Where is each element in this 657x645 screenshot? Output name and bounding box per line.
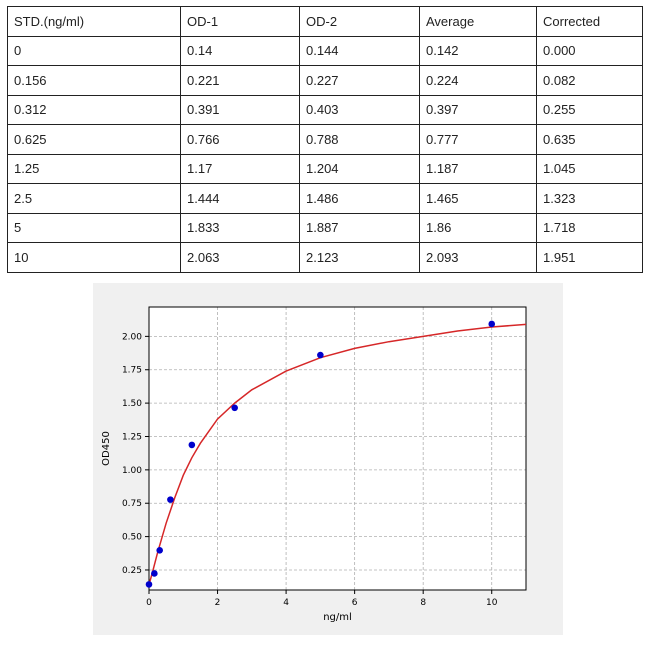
table-cell: 0.635 xyxy=(536,124,643,155)
table-cell: 1.187 xyxy=(419,153,537,184)
table-row: 2.5 1.444 1.486 1.465 1.323 xyxy=(7,183,643,214)
column-header: OD-1 xyxy=(180,6,300,37)
x-tick-label: 2 xyxy=(215,598,221,608)
table-cell: 1.045 xyxy=(536,153,643,184)
x-tick-label: 10 xyxy=(486,598,498,608)
table-cell: 1.17 xyxy=(180,153,300,184)
table-cell: 0.227 xyxy=(299,65,420,96)
table-cell: 0.000 xyxy=(536,35,643,66)
table-row: 0 0.14 0.144 0.142 0.000 xyxy=(7,35,643,66)
table-cell: 0.224 xyxy=(419,65,537,96)
table-cell: 2.5 xyxy=(7,183,181,214)
table-cell: 0.142 xyxy=(419,35,537,66)
column-header: Corrected xyxy=(536,6,643,37)
x-tick-label: 4 xyxy=(283,598,289,608)
table-cell: 1.444 xyxy=(180,183,300,214)
table-cell: 0.403 xyxy=(299,94,420,125)
table-cell: 5 xyxy=(7,212,181,243)
y-tick-label: 1.50 xyxy=(122,399,142,409)
y-tick-label: 0.50 xyxy=(122,533,142,543)
table-row: 0.156 0.221 0.227 0.224 0.082 xyxy=(7,65,643,96)
column-header: Average xyxy=(419,6,537,37)
table-cell: 0.391 xyxy=(180,94,300,125)
data-point xyxy=(231,404,238,412)
data-point xyxy=(188,441,196,449)
table-cell: 10 xyxy=(7,242,181,273)
table-cell: 1.86 xyxy=(419,212,537,243)
x-tick-label: 0 xyxy=(146,598,152,608)
table-cell: 0.766 xyxy=(180,124,300,155)
table-cell: 1.25 xyxy=(7,153,181,184)
standard-curve-figure: 0 2 4 6 8 10 0.25 0.50 0.75 1.00 1.25 1.50 1.75 2.00 n… xyxy=(93,283,563,635)
data-point xyxy=(156,547,163,554)
y-tick-label: 0.25 xyxy=(122,566,142,576)
table-cell: 0.788 xyxy=(299,124,420,155)
table-cell: 1.323 xyxy=(536,183,643,214)
table-cell: 0.221 xyxy=(180,65,300,96)
table-cell: 0.625 xyxy=(7,124,181,155)
table-cell: 0.144 xyxy=(299,35,420,66)
column-header: STD.(ng/ml) xyxy=(7,6,181,37)
table-cell: 1.833 xyxy=(180,212,300,243)
table-header-row: STD.(ng/ml) OD-1 OD-2 Average Corrected xyxy=(7,6,643,37)
fit-curve-line xyxy=(148,323,527,585)
plot-area xyxy=(149,307,526,590)
table-cell: 0.397 xyxy=(419,94,537,125)
table-cell: 2.123 xyxy=(299,242,420,273)
table-cell: 0.312 xyxy=(7,94,181,125)
data-point xyxy=(317,351,324,359)
table-cell: 0.255 xyxy=(536,94,643,125)
table-cell: 1.465 xyxy=(419,183,537,214)
y-tick-label: 1.00 xyxy=(122,466,142,476)
table-row: 5 1.833 1.887 1.86 1.718 xyxy=(7,212,643,243)
table-cell: 2.093 xyxy=(419,242,537,273)
table-cell: 0 xyxy=(7,35,181,66)
y-tick-label: 2.00 xyxy=(122,332,142,342)
y-tick-label: 1.75 xyxy=(122,366,142,376)
plot-frame xyxy=(148,306,527,591)
table-cell: 1.718 xyxy=(536,212,643,243)
table-cell: 1.887 xyxy=(299,212,420,243)
y-tick-label: 1.25 xyxy=(122,432,142,442)
table-cell: 0.14 xyxy=(180,35,300,66)
table-cell: 0.156 xyxy=(7,65,181,96)
x-axis-label: ng/ml xyxy=(323,612,352,623)
table-row: 10 2.063 2.123 2.093 1.951 xyxy=(7,242,643,273)
y-tick-label: 0.75 xyxy=(122,499,142,509)
y-axis-label: OD450 xyxy=(101,431,112,466)
table-row: 0.625 0.766 0.788 0.777 0.635 xyxy=(7,124,643,155)
standard-curve-chart: 0 2 4 6 8 10 0.25 0.50 0.75 1.00 1.25 1.50 1.75 2.00 n… xyxy=(101,306,527,623)
data-point xyxy=(167,496,174,503)
x-tick-label: 8 xyxy=(420,598,426,608)
table-cell: 0.082 xyxy=(536,65,643,96)
column-header: OD-2 xyxy=(299,6,420,37)
data-point xyxy=(145,581,153,588)
table-row: 1.25 1.17 1.204 1.187 1.045 xyxy=(7,153,643,184)
table-row: 0.312 0.391 0.403 0.397 0.255 xyxy=(7,94,643,125)
data-point xyxy=(151,570,158,577)
table-cell: 1.486 xyxy=(299,183,420,214)
table-cell: 1.204 xyxy=(299,153,420,184)
table-cell: 0.777 xyxy=(419,124,537,155)
data-point xyxy=(488,320,496,328)
table-cell: 1.951 xyxy=(536,242,643,273)
x-tick-label: 6 xyxy=(352,598,358,608)
standards-table: STD.(ng/ml) OD-1 OD-2 Average Corrected 0 0.14… xyxy=(7,6,643,273)
table-cell: 2.063 xyxy=(180,242,300,273)
